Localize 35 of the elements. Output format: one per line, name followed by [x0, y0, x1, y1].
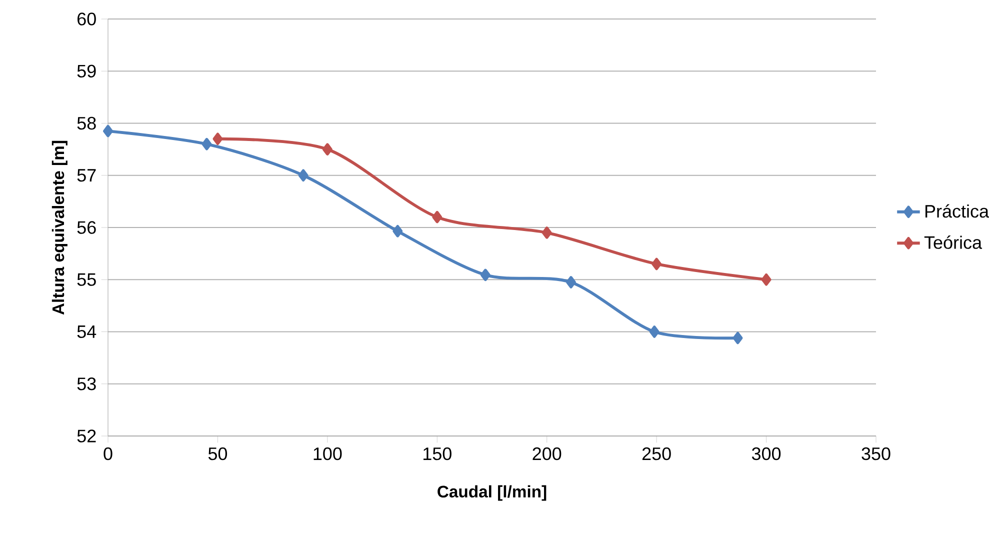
x-tick-label: 250: [642, 447, 671, 460]
y-tick-label: 59: [77, 64, 96, 78]
x-axis-title: Caudal [l/min]: [438, 485, 546, 501]
point: [732, 332, 743, 344]
point: [298, 169, 308, 182]
x-tick-label: 300: [752, 447, 781, 460]
y-tick-label: 55: [77, 273, 96, 286]
x-tick-label: 100: [314, 447, 342, 460]
y-tick-label: 56: [77, 221, 96, 234]
point: [212, 132, 223, 146]
point: [392, 225, 403, 238]
point: [322, 143, 332, 156]
y-tick-label: 57: [77, 169, 96, 182]
y-tick-label: 60: [78, 12, 96, 26]
x-tick-label: 350: [862, 447, 890, 460]
y-tick-label: 53: [77, 378, 96, 390]
y-tick-label: 58: [77, 116, 96, 130]
x-tick-label: 150: [424, 447, 452, 460]
point: [202, 138, 212, 150]
x-tick-label: 50: [208, 447, 228, 460]
point: [652, 258, 662, 270]
legend-label: Teórica: [924, 236, 982, 249]
y-tick-label: 54: [77, 325, 96, 338]
point: [103, 124, 113, 138]
point: [649, 326, 660, 338]
x-tick-label: 0: [104, 447, 112, 460]
point: [480, 268, 490, 282]
y-tick-label: 52: [77, 430, 96, 442]
point: [432, 210, 442, 224]
point: [761, 273, 772, 286]
y-axis-title: Altura equivalente [m]: [52, 140, 68, 315]
legend-label: Práctica: [925, 204, 989, 218]
x-tick-label: 200: [532, 447, 562, 460]
point: [542, 226, 552, 239]
point: [566, 276, 576, 288]
